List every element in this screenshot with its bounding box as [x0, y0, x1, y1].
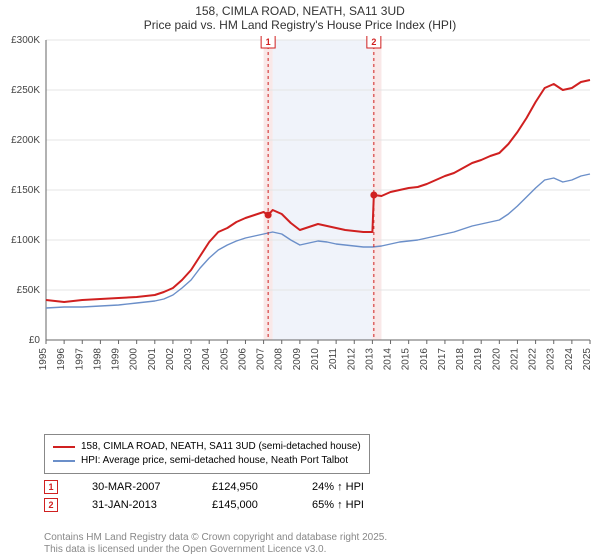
svg-text:£150K: £150K: [11, 185, 40, 196]
chart-container: 158, CIMLA ROAD, NEATH, SA11 3UD Price p…: [0, 0, 600, 560]
legend-row: HPI: Average price, semi-detached house,…: [53, 454, 361, 468]
svg-text:2022: 2022: [528, 348, 539, 371]
svg-text:2014: 2014: [383, 348, 394, 371]
svg-text:£50K: £50K: [17, 285, 41, 296]
title-line1: 158, CIMLA ROAD, NEATH, SA11 3UD: [0, 4, 600, 18]
svg-text:2016: 2016: [419, 348, 430, 371]
svg-text:2001: 2001: [147, 348, 158, 371]
footer-attribution: Contains HM Land Registry data © Crown c…: [44, 532, 387, 556]
svg-text:1998: 1998: [92, 348, 103, 371]
line-chart-svg: £0 £50K £100K £150K £200K £250K £300K 1995 1996 1…: [0, 36, 600, 396]
svg-text:2010: 2010: [310, 348, 321, 371]
legend-label: 158, CIMLA ROAD, NEATH, SA11 3UD (semi-d…: [81, 440, 361, 454]
svg-text:2019: 2019: [473, 348, 484, 371]
svg-text:2018: 2018: [455, 348, 466, 371]
transaction-row: 1 30-MAR-2007 £124,950 24% ↑ HPI: [44, 478, 392, 496]
svg-text:1: 1: [266, 37, 271, 47]
svg-text:2: 2: [371, 37, 376, 47]
svg-text:£300K: £300K: [11, 36, 40, 46]
svg-text:2009: 2009: [292, 348, 303, 371]
transaction-marker: 1: [44, 480, 58, 494]
transaction-marker: 2: [44, 498, 58, 512]
svg-text:2002: 2002: [165, 348, 176, 371]
transaction-row: 2 31-JAN-2013 £145,000 65% ↑ HPI: [44, 496, 392, 514]
svg-text:2020: 2020: [491, 348, 502, 371]
transaction-delta: 65% ↑ HPI: [312, 499, 392, 511]
svg-text:2005: 2005: [219, 348, 230, 371]
transaction-price: £124,950: [212, 481, 278, 493]
svg-text:2008: 2008: [274, 348, 285, 371]
chart-area: £0 £50K £100K £150K £200K £250K £300K 1995 1996 1…: [0, 36, 600, 396]
svg-text:2000: 2000: [129, 348, 140, 371]
svg-text:2013: 2013: [364, 348, 375, 371]
legend-swatch: [53, 460, 75, 461]
title-block: 158, CIMLA ROAD, NEATH, SA11 3UD Price p…: [0, 0, 600, 32]
svg-text:2025: 2025: [582, 348, 593, 371]
svg-text:£100K: £100K: [11, 235, 40, 246]
footer-line2: This data is licensed under the Open Gov…: [44, 544, 387, 556]
transactions-table: 1 30-MAR-2007 £124,950 24% ↑ HPI 2 31-JAN-201…: [44, 478, 392, 514]
legend: 158, CIMLA ROAD, NEATH, SA11 3UD (semi-d…: [44, 434, 370, 474]
transaction-delta: 24% ↑ HPI: [312, 481, 392, 493]
svg-text:2004: 2004: [201, 348, 212, 371]
svg-text:2007: 2007: [256, 348, 267, 371]
svg-text:1996: 1996: [56, 348, 67, 371]
legend-row: 158, CIMLA ROAD, NEATH, SA11 3UD (semi-d…: [53, 440, 361, 454]
svg-text:£0: £0: [29, 335, 41, 346]
transaction-price: £145,000: [212, 499, 278, 511]
svg-text:£200K: £200K: [11, 135, 40, 146]
title-line2: Price paid vs. HM Land Registry's House …: [0, 18, 600, 32]
svg-text:2015: 2015: [401, 348, 412, 371]
svg-text:2023: 2023: [546, 348, 557, 371]
svg-text:2006: 2006: [237, 348, 248, 371]
transaction-date: 31-JAN-2013: [92, 499, 178, 511]
svg-text:2011: 2011: [328, 348, 339, 370]
svg-text:2003: 2003: [183, 348, 194, 371]
svg-text:2012: 2012: [346, 348, 357, 371]
legend-label: HPI: Average price, semi-detached house,…: [81, 454, 348, 468]
svg-text:2024: 2024: [564, 348, 575, 371]
svg-text:2017: 2017: [437, 348, 448, 371]
svg-text:1995: 1995: [38, 348, 49, 371]
svg-text:1999: 1999: [111, 348, 122, 371]
footer-line1: Contains HM Land Registry data © Crown c…: [44, 532, 387, 544]
svg-text:1997: 1997: [74, 348, 85, 371]
svg-text:£250K: £250K: [11, 85, 40, 96]
svg-text:2021: 2021: [509, 348, 520, 371]
transaction-date: 30-MAR-2007: [92, 481, 178, 493]
legend-swatch: [53, 446, 75, 448]
